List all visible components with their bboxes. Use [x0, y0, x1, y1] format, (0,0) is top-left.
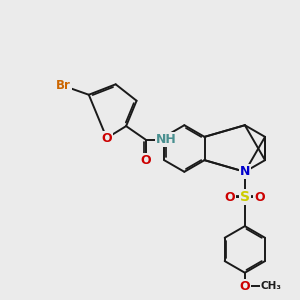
Text: Br: Br: [56, 79, 71, 92]
Text: O: O: [101, 132, 112, 145]
Text: S: S: [240, 190, 250, 204]
Text: N: N: [240, 165, 250, 178]
Text: NH: NH: [156, 133, 177, 146]
Text: CH₃: CH₃: [260, 281, 281, 291]
Text: O: O: [239, 280, 250, 293]
Text: O: O: [225, 191, 235, 204]
Text: O: O: [140, 154, 151, 167]
Text: O: O: [254, 191, 265, 204]
